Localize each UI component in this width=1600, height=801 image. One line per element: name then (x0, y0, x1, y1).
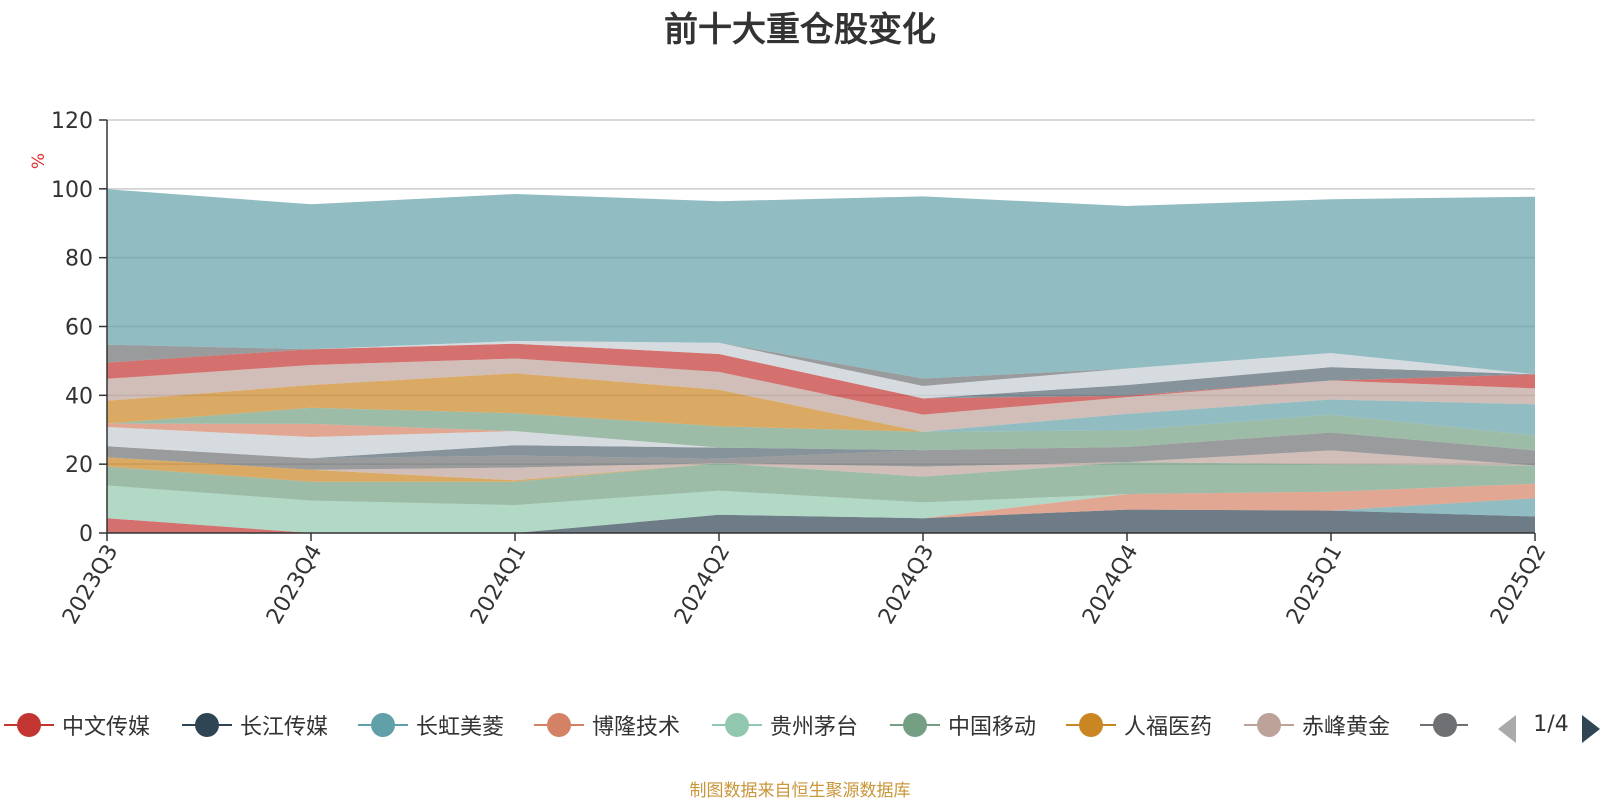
legend-item[interactable]: I (1418, 708, 1468, 742)
legend-marker-icon (1242, 708, 1296, 742)
area-series-11[interactable] (107, 427, 1535, 459)
area-series-20[interactable] (107, 341, 1535, 399)
legend-marker-icon (1418, 708, 1468, 742)
legend-label: 博隆技术 (592, 715, 681, 740)
y-tick-label: 60 (65, 316, 93, 341)
area-series-22[interactable] (107, 189, 1535, 379)
legend-marker-icon (710, 708, 764, 742)
area-series-19[interactable] (107, 343, 1535, 399)
chart-title: 前十大重仓股变化 (664, 10, 936, 50)
y-tick-label: 20 (65, 453, 93, 478)
legend-label: 赤峰黄金 (1302, 715, 1391, 740)
legend-marker-dot (547, 713, 571, 737)
legend-prev-page-icon[interactable] (1498, 715, 1516, 743)
legend-label: 中文传媒 (62, 715, 151, 740)
y-tick-label: 0 (79, 522, 93, 547)
area-series-16[interactable] (107, 358, 1535, 432)
legend-item[interactable]: 人福医药 (1064, 708, 1212, 742)
area-series-1[interactable] (107, 518, 1535, 533)
legend-item[interactable]: 长江传媒 (180, 708, 328, 742)
area-series-10[interactable] (107, 432, 1535, 459)
y-tick-label: 40 (65, 384, 93, 409)
y-tick-label: 100 (51, 178, 93, 203)
area-series-8[interactable] (107, 450, 1535, 481)
legend-marker-icon (888, 708, 942, 742)
area-series-12[interactable] (107, 423, 1535, 451)
area-series-18[interactable] (107, 343, 1535, 399)
legend-marker-icon (180, 708, 234, 742)
legend-marker-dot (195, 713, 219, 737)
area-layer (107, 189, 1535, 533)
area-series-4[interactable] (107, 483, 1535, 533)
legend-marker-dot (371, 713, 395, 737)
legend-marker-icon (2, 708, 56, 742)
legend-marker-icon (356, 708, 410, 742)
legend-item[interactable]: 中国移动 (888, 708, 1036, 742)
legend-marker-icon (532, 708, 586, 742)
area-series-5[interactable] (107, 483, 1535, 533)
y-tick-label: 80 (65, 247, 93, 272)
x-tick-label: 2025Q2 (1486, 541, 1551, 629)
legend-label: 中国移动 (948, 715, 1037, 740)
area-series-6[interactable] (107, 462, 1535, 506)
legend-label: 长虹美菱 (416, 715, 505, 740)
legend-area: 中文传媒 长江传媒 长虹美菱 博隆技术 贵州茅台 中国移动 人福医药 赤峰黄金 I (2, 708, 1468, 742)
legend-item[interactable]: 赤峰黄金 (1242, 708, 1390, 742)
legend-marker-dot (725, 713, 749, 737)
legend-marker-dot (1079, 713, 1103, 737)
legend-marker-dot (17, 713, 41, 737)
legend-marker-dot (903, 713, 927, 737)
data-source-note: 制图数据来自恒生聚源数据库 (689, 781, 911, 801)
y-axis-unit-label: % (29, 153, 49, 169)
area-series-15[interactable] (107, 373, 1535, 432)
legend-marker-dot (1433, 713, 1457, 737)
area-series-17[interactable] (107, 343, 1535, 415)
legend-marker-dot (1257, 713, 1281, 737)
legend-label: 长江传媒 (240, 715, 329, 740)
legend-next-page-icon[interactable] (1582, 715, 1600, 743)
legend-item[interactable]: 博隆技术 (532, 708, 680, 742)
legend-page-indicator: 1/4 (1533, 712, 1569, 737)
legend-label: 贵州茅台 (770, 715, 859, 740)
legend-label: 人福医药 (1124, 715, 1213, 740)
area-series-21[interactable] (107, 341, 1535, 386)
legend-pager: 1/4 (1498, 712, 1600, 743)
legend-item[interactable]: 中文传媒 (2, 708, 150, 742)
area-series-9[interactable] (107, 432, 1535, 470)
legend-item[interactable]: 贵州茅台 (710, 708, 858, 742)
area-series-2[interactable] (107, 509, 1535, 533)
legend-item[interactable]: 长虹美菱 (356, 708, 504, 742)
area-series-14[interactable] (107, 399, 1535, 436)
y-tick-label: 120 (51, 109, 93, 134)
legend-marker-icon (1064, 708, 1118, 742)
